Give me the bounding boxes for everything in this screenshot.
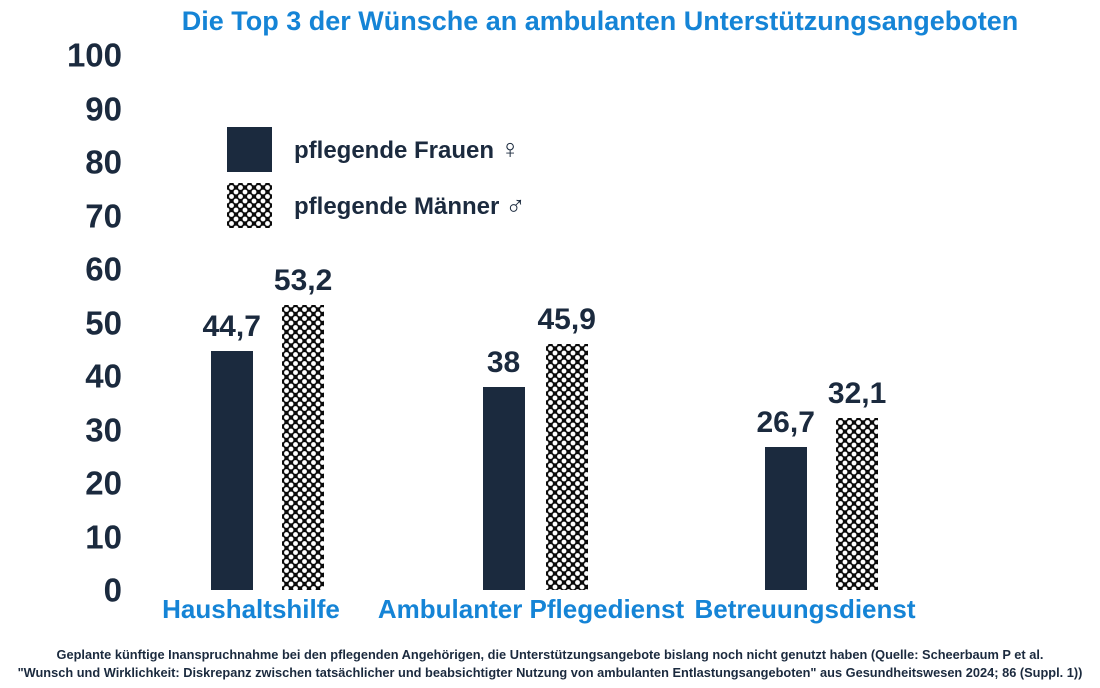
y-tick-label: 40 [85,357,122,395]
legend-label-maenner: pflegende Männer ♂ [294,190,526,220]
y-tick-label: 60 [85,250,122,288]
legend-label-frauen: pflegende Frauen ♀ [294,134,521,164]
category-label: Haushaltshilfe [162,594,340,624]
bar-crosshatch [836,418,879,590]
source-caption: Geplante künftige Inanspruchnahme bei de… [0,646,1100,682]
bar-value-label: 44,7 [202,309,261,343]
y-tick-label: 80 [85,143,122,181]
bar-wrapper: 26,7 [757,408,815,590]
legend-item-frauen: pflegende Frauen ♀ [227,127,526,172]
bar-wrapper: 32,1 [828,379,886,590]
bar-crosshatch [282,305,325,590]
bar-solid [764,447,807,590]
source-caption-line2: "Wunsch und Wirklichkeit: Diskrepanz zwi… [17,665,1083,681]
bar-value-label: 26,7 [756,406,815,440]
category-label: Ambulanter Pflegedienst [377,594,685,624]
bar-value-label: 38 [486,345,521,379]
bar-group: 38 45,9 [482,305,596,590]
chart-title: Die Top 3 der Wünsche an ambulanten Unte… [181,6,1019,36]
male-icon: ♂ [505,190,526,220]
y-tick-label: 0 [103,571,122,609]
legend-item-maenner: pflegende Männer ♂ [227,183,526,228]
bar-group: 26,7 32,1 [757,379,886,590]
female-icon: ♀ [500,134,521,164]
y-tick-label: 10 [85,518,122,555]
legend-swatch-crosshatch [227,183,272,228]
category-label: Betreuungsdienst [694,594,916,624]
y-tick-label: 70 [85,197,122,234]
source-caption-line1: Geplante künftige Inanspruchnahme bei de… [56,647,1044,663]
bar-wrapper: 44,7 [202,309,261,590]
bar-group: 44,7 53,2 [202,266,332,590]
legend-swatch-solid [227,127,272,172]
bar-wrapper: 45,9 [538,305,596,590]
bar-solid [210,350,253,590]
plot-area: 44,7 53,2 Haushaltshilfe 38 45,9 Ambulanter P… [0,55,1100,622]
y-tick-label: 30 [85,411,122,448]
bar-wrapper: 38 [482,345,525,590]
legend: pflegende Frauen ♀ pflegende Männer ♂ [227,127,526,228]
y-tick-label: 50 [85,304,122,341]
bar-value-label: 32,1 [827,377,887,411]
bar-value-label: 53,2 [273,264,333,298]
y-tick-label: 100 [66,36,122,74]
y-tick-label: 90 [85,90,122,127]
bar-solid [482,386,525,590]
y-tick-label: 20 [85,464,122,502]
bar-crosshatch [545,344,588,590]
y-axis: 0 10 20 30 40 50 60 70 80 90 100 [0,39,122,607]
bar-value-label: 45,9 [537,303,596,337]
bar-wrapper: 53,2 [274,266,332,590]
